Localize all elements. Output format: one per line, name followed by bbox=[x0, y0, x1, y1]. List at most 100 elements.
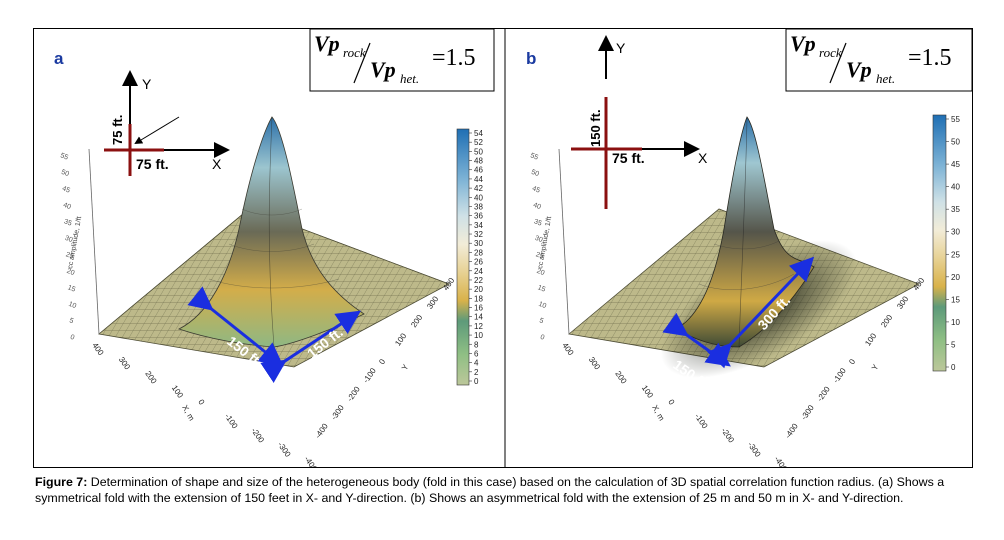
z-tick-label: 10 bbox=[67, 301, 77, 310]
colorbar-tick-label: 15 bbox=[951, 295, 960, 304]
z-tick-label: 30 bbox=[534, 235, 544, 244]
colorbar-tick-label: 20 bbox=[951, 273, 960, 282]
y-tick-label: 200 bbox=[409, 313, 424, 330]
figure-canvas: 150 ft. 150 ft. a Vp rock Vp het. =1.5 Y… bbox=[54, 29, 972, 468]
formula-a: Vp rock Vp het. =1.5 bbox=[314, 31, 476, 86]
z-tick-label: 50 bbox=[60, 169, 70, 178]
figure-frame: 150 ft. 150 ft. a Vp rock Vp het. =1.5 Y… bbox=[33, 28, 973, 468]
z-tick-label: 0 bbox=[69, 334, 75, 342]
inset-b-y-label: Y bbox=[616, 40, 626, 56]
z-tick-label: 55 bbox=[59, 152, 69, 161]
formula-a-num: Vp bbox=[314, 31, 340, 56]
colorbar-tick-label: 10 bbox=[474, 331, 483, 340]
y-tick-label: 400 bbox=[441, 276, 456, 293]
formula-a-den-sub: het. bbox=[400, 71, 419, 86]
colorbar-tick-label: 45 bbox=[951, 160, 960, 169]
colorbar-tick-label: 38 bbox=[474, 202, 483, 211]
z-tick-label: 5 bbox=[538, 317, 544, 325]
colorbar-a bbox=[456, 128, 470, 386]
formula-box-b bbox=[785, 29, 972, 92]
colorbar-tick-label: 46 bbox=[474, 166, 483, 175]
colorbar-tick-label: 42 bbox=[474, 184, 483, 193]
colorbar-tick-label: 55 bbox=[951, 115, 960, 124]
formula-box-a bbox=[309, 29, 495, 92]
x-tick-label: -400 bbox=[772, 455, 789, 468]
formula-a-eq: =1.5 bbox=[432, 45, 476, 71]
formula-a-num-sub: rock bbox=[343, 45, 366, 60]
colorbar-tick-label: 50 bbox=[474, 147, 483, 156]
formula-b: Vp rock Vp het. =1.5 bbox=[790, 31, 952, 86]
colorbar-tick-label: 0 bbox=[474, 377, 479, 386]
x-tick-label: -400 bbox=[302, 455, 319, 468]
formula-b-num: Vp bbox=[790, 31, 816, 56]
formula-b-den: Vp bbox=[846, 57, 872, 82]
panel-b: 150 ft. 300 ft. b Vp rock Vp het. =1.5 Y… bbox=[526, 29, 972, 468]
y-tick-label: 100 bbox=[863, 331, 878, 348]
y-tick-label: 0 bbox=[377, 357, 387, 366]
colorbar-tick-label: 36 bbox=[474, 212, 483, 221]
x-axis-label-b: X, m bbox=[650, 404, 666, 423]
x-tick-label: -300 bbox=[746, 440, 763, 459]
caption-text: Determination of shape and size of the h… bbox=[35, 475, 945, 505]
y-tick-label: 300 bbox=[425, 294, 440, 311]
colorbar-tick-label: 10 bbox=[951, 318, 960, 327]
x-tick-label: -200 bbox=[249, 426, 266, 445]
colorbar-tick-label: 8 bbox=[474, 340, 479, 349]
z-tick-label: 15 bbox=[67, 284, 77, 293]
z-tick-label: 35 bbox=[63, 218, 73, 227]
y-tick-label: 400 bbox=[911, 276, 926, 293]
colorbar-tick-label: 5 bbox=[951, 340, 956, 349]
y-tick-label: 200 bbox=[879, 313, 894, 330]
colorbar-tick-label: 4 bbox=[474, 359, 479, 368]
inset-b-dim-horizontal: 75 ft. bbox=[612, 150, 645, 166]
colorbar-tick-label: 18 bbox=[474, 294, 483, 303]
x-tick-label: 200 bbox=[613, 369, 628, 386]
panel-label-b: b bbox=[526, 49, 536, 68]
colorbar-tick-label: 54 bbox=[474, 129, 483, 138]
colorbar-tick-label: 0 bbox=[951, 363, 956, 372]
colorbar-tick-label: 40 bbox=[951, 183, 960, 192]
y-tick-label: -200 bbox=[815, 384, 832, 403]
y-tick-label: 300 bbox=[895, 294, 910, 311]
colorbar-tick-label: 30 bbox=[474, 239, 483, 248]
dim-arrow-b-2 bbox=[706, 256, 815, 369]
x-tick-label: 200 bbox=[143, 369, 158, 386]
colorbar-tick-label: 32 bbox=[474, 230, 483, 239]
y-tick-label: -100 bbox=[831, 366, 848, 385]
colorbar-tick-label: 30 bbox=[951, 228, 960, 237]
colorbar-tick-label: 22 bbox=[474, 276, 483, 285]
inset-a-x-label: X bbox=[212, 156, 222, 172]
x-tick-label: 100 bbox=[170, 384, 185, 401]
x-tick-label: 0 bbox=[666, 398, 676, 407]
y-axis-label-a: Y bbox=[400, 362, 411, 372]
z-tick-label: 15 bbox=[537, 284, 547, 293]
formula-a-den: Vp bbox=[370, 57, 396, 82]
dim-arrow-a-2 bbox=[260, 310, 362, 383]
colorbar-tick-label: 20 bbox=[474, 285, 483, 294]
z-tick-label: 55 bbox=[529, 152, 539, 161]
y-tick-label: -400 bbox=[313, 421, 330, 440]
y-tick-label: -300 bbox=[329, 403, 346, 422]
x-tick-label: -100 bbox=[693, 412, 710, 431]
colorbar-tick-label: 25 bbox=[951, 250, 960, 259]
x-tick-label: -200 bbox=[719, 426, 736, 445]
inset-a-y-label: Y bbox=[142, 76, 152, 92]
z-tick-label: 20 bbox=[536, 268, 546, 277]
z-tick-label: 25 bbox=[65, 251, 75, 260]
y-tick-label: 100 bbox=[393, 331, 408, 348]
colorbar-tick-label: 48 bbox=[474, 157, 483, 166]
panel-a: 150 ft. 150 ft. a Vp rock Vp het. =1.5 Y… bbox=[54, 29, 495, 468]
x-tick-label: 400 bbox=[560, 341, 575, 358]
caption-label: Figure 7: bbox=[35, 475, 88, 489]
formula-b-den-sub: het. bbox=[876, 71, 895, 86]
formula-b-eq: =1.5 bbox=[908, 45, 952, 71]
z-tick-label: 35 bbox=[533, 218, 543, 227]
x-tick-label: 300 bbox=[587, 355, 602, 372]
colorbar-tick-label: 26 bbox=[474, 258, 483, 267]
x-axis-label-a: X, m bbox=[180, 404, 196, 423]
colorbar-tick-label: 35 bbox=[951, 205, 960, 214]
x-tick-label: -300 bbox=[276, 440, 293, 459]
colorbar-tick-label: 6 bbox=[474, 349, 479, 358]
